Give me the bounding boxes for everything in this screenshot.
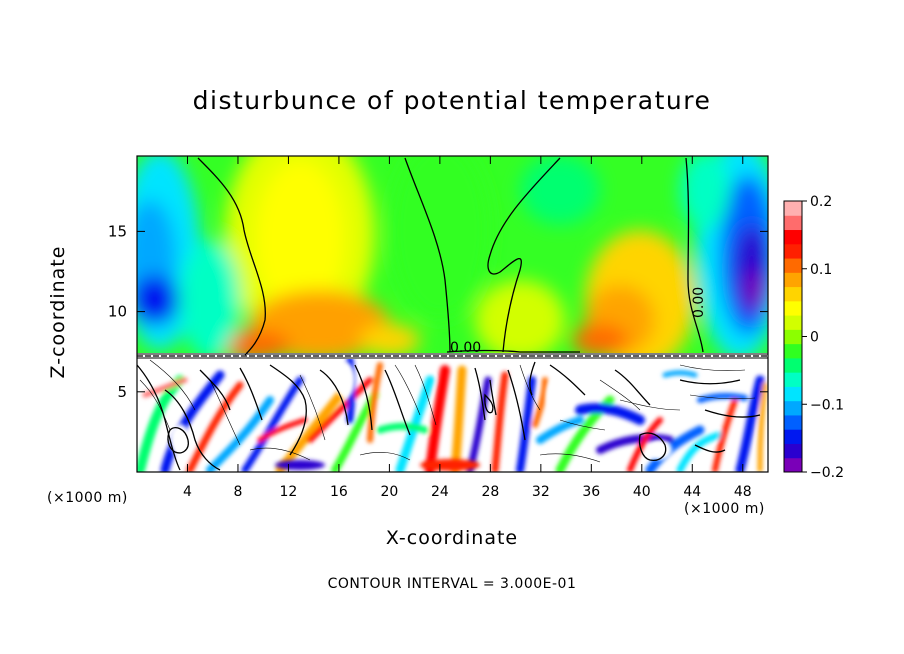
colorbar-swatch	[784, 400, 802, 416]
x-tick-label: 36	[582, 484, 600, 500]
x-tick-label: 20	[380, 484, 398, 500]
x-axis-label: X-coordinate	[385, 527, 519, 549]
colorbar-tick-label: 0	[810, 330, 819, 346]
colorbar-tick-label: −0.2	[810, 465, 844, 481]
colorbar-swatch	[784, 315, 802, 330]
colorbar-swatch	[784, 201, 802, 216]
colorbar-swatch	[784, 343, 802, 359]
colorbar-swatch	[784, 414, 802, 430]
zero-contours	[136, 157, 761, 471]
colorbar-swatch	[784, 300, 802, 316]
x-tick-label: 16	[330, 484, 348, 500]
x-tick-label: 8	[233, 484, 242, 500]
contour-label: 0.00	[691, 287, 707, 318]
x-tick-label: 28	[481, 484, 499, 500]
plot-frame	[136, 155, 769, 473]
colorbar-swatch	[784, 243, 802, 259]
colorbar-swatch	[784, 229, 802, 245]
y-axis-label: Z-coordinate	[47, 245, 69, 379]
thin-contours	[139, 359, 756, 463]
x-tick-label: 24	[431, 484, 449, 500]
x-unit-label-right: (×1000 m)	[684, 501, 765, 517]
x-tick-label: 44	[683, 484, 701, 500]
colorbar-swatch	[784, 215, 802, 231]
y-tick-label: 5	[117, 383, 127, 401]
upper-field	[137, 156, 768, 357]
colorbar-swatch	[784, 286, 802, 302]
x-tick-label: 32	[532, 484, 550, 500]
colorbar-swatch	[784, 457, 802, 473]
x-tick-label: 4	[183, 484, 192, 500]
x-tick-label: 12	[280, 484, 298, 500]
colorbar-tick-label: −0.1	[810, 397, 844, 413]
contour-interval-note: CONTOUR INTERVAL = 3.000E-01	[327, 576, 577, 592]
x-tick-label: 48	[734, 484, 752, 500]
colorbar-swatch	[784, 329, 802, 345]
colorbar-swatch	[784, 372, 802, 387]
y-tick-label: 10	[108, 303, 127, 321]
colorbar-swatch	[784, 386, 802, 402]
x-tick-label: 40	[633, 484, 651, 500]
colorbar: 0.2 0.1 0 −0.1 −0.2	[783, 194, 844, 481]
inversion-layer	[137, 353, 768, 359]
lower-field	[137, 357, 768, 472]
x-unit-label-left: (×1000 m)	[47, 490, 128, 506]
contour-label: 0.00	[450, 340, 481, 356]
chart-title: disturbunce of potential temperature	[192, 86, 712, 115]
y-tick-label: 15	[108, 222, 127, 240]
colorbar-swatch	[784, 258, 802, 273]
colorbar-swatch	[784, 429, 802, 444]
colorbar-swatch	[784, 272, 802, 288]
colorbar-tick-label: 0.2	[810, 194, 832, 210]
colorbar-swatch	[784, 443, 802, 459]
colorbar-swatch	[784, 357, 802, 373]
colorbar-tick-label: 0.1	[810, 262, 832, 278]
